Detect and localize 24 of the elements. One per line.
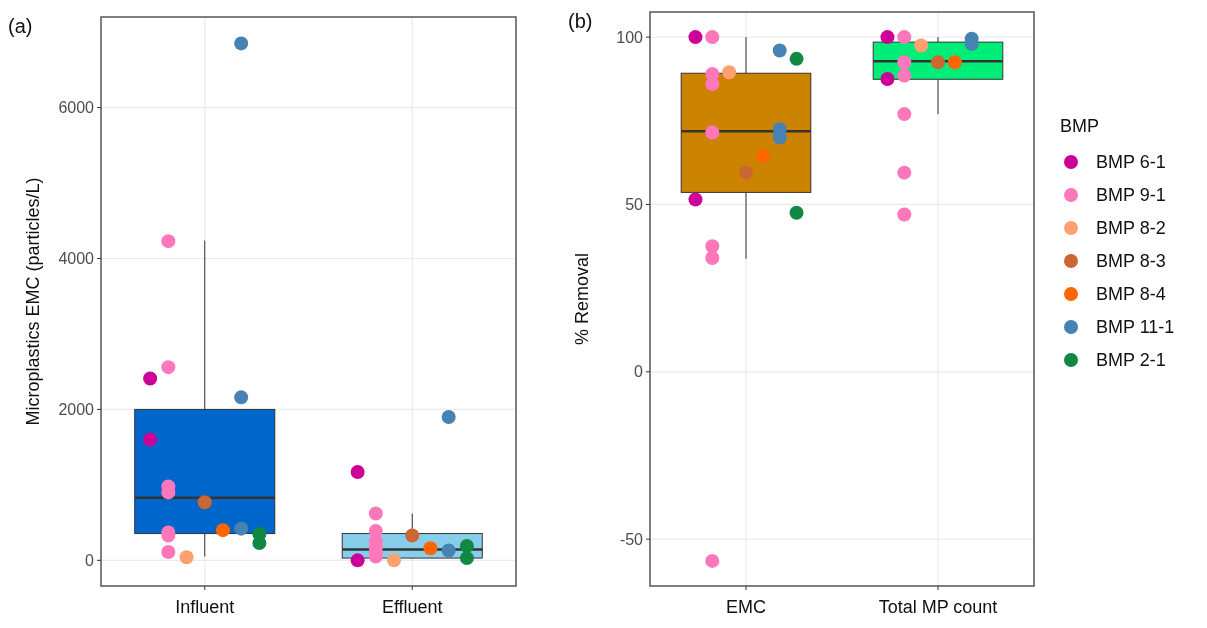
legend-label: BMP 8-2 [1096, 218, 1166, 239]
y-tick-label: 0 [85, 551, 95, 569]
x-tick-label: Influent [175, 597, 235, 617]
y-tick-label: 2000 [58, 401, 95, 419]
chart-title: (a) [8, 15, 33, 37]
y-tick-label: 0 [634, 363, 644, 381]
y-axis-title: % Removal [572, 252, 592, 346]
y-axis-title: Microplastics EMC (particles/L) [23, 177, 43, 426]
legend-label: BMP 8-4 [1096, 284, 1166, 305]
y-tick-label: 6000 [58, 99, 95, 117]
y-tick-label: 100 [616, 28, 644, 46]
x-tick-label: Effluent [381, 597, 443, 617]
x-tick-label: EMC [726, 597, 766, 617]
legend-label: BMP 11-1 [1096, 317, 1175, 338]
y-tick-label: 50 [625, 196, 644, 214]
y-tick-label: 4000 [58, 250, 95, 268]
legend-label: BMP 2-1 [1096, 350, 1166, 371]
legend-title: BMP [1060, 116, 1100, 136]
x-tick-label: Total MP count [878, 597, 998, 617]
legend-label: BMP 6-1 [1096, 152, 1166, 173]
legend-label: BMP 9-1 [1096, 185, 1166, 206]
y-tick-label: -50 [619, 530, 644, 548]
chart-title: (b) [568, 10, 593, 32]
legend-label: BMP 8-3 [1096, 251, 1166, 272]
